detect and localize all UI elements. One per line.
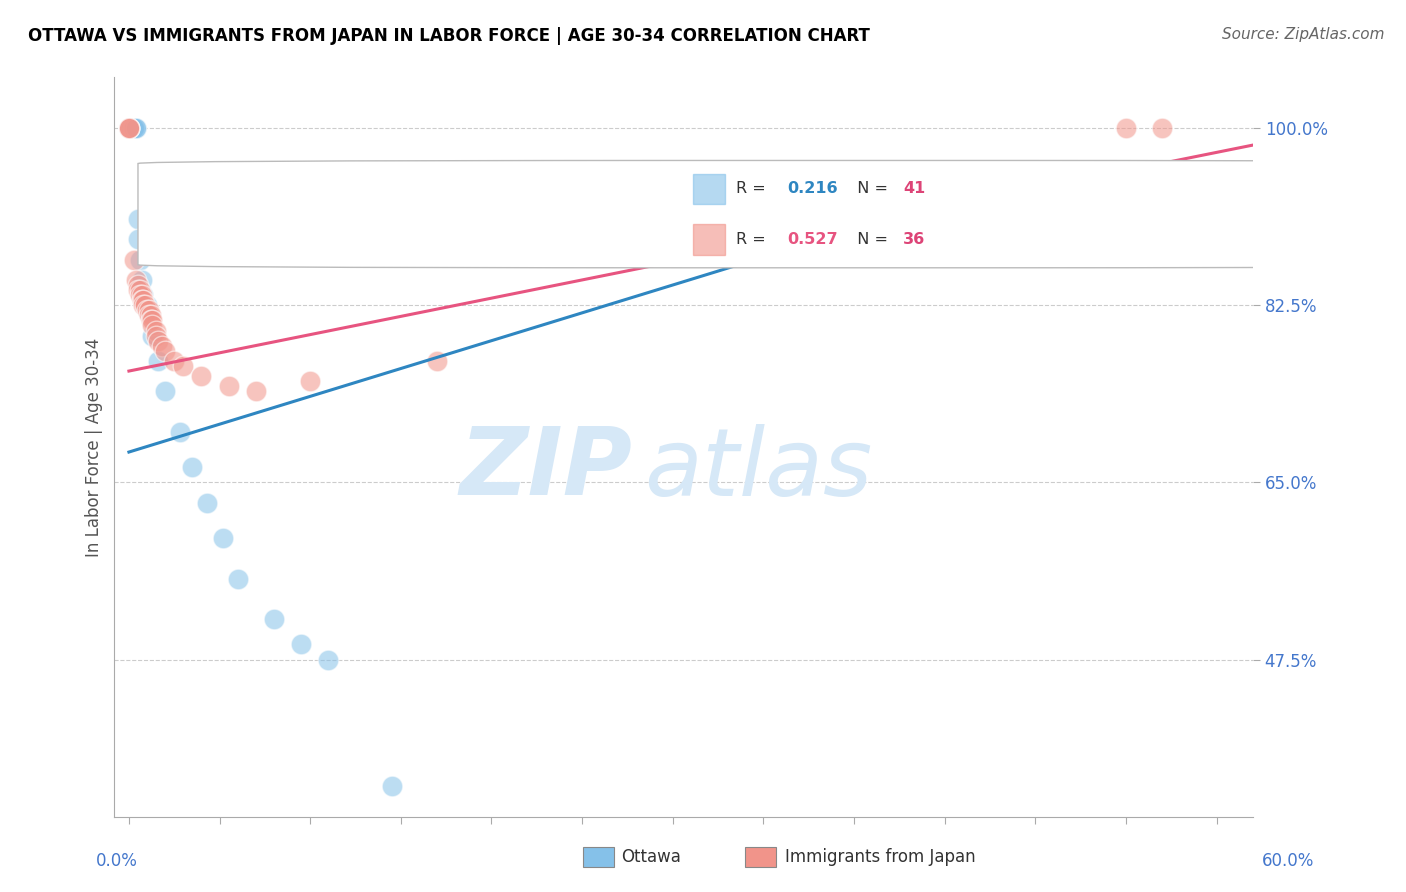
Point bbox=[290, 637, 312, 651]
Point bbox=[124, 121, 146, 136]
Point bbox=[299, 374, 322, 388]
Point bbox=[141, 318, 163, 333]
Point bbox=[245, 384, 267, 399]
Point bbox=[118, 121, 141, 136]
Point bbox=[145, 324, 167, 338]
Text: Source: ZipAtlas.com: Source: ZipAtlas.com bbox=[1222, 27, 1385, 42]
Y-axis label: In Labor Force | Age 30-34: In Labor Force | Age 30-34 bbox=[86, 337, 103, 557]
Point bbox=[146, 334, 169, 348]
Point bbox=[120, 121, 142, 136]
Text: 0.527: 0.527 bbox=[787, 232, 838, 247]
Point bbox=[118, 121, 141, 136]
Point bbox=[121, 121, 143, 136]
Point bbox=[181, 460, 204, 475]
Point bbox=[125, 273, 148, 287]
Point bbox=[124, 252, 146, 267]
Point bbox=[120, 121, 142, 136]
Point bbox=[128, 288, 150, 302]
Point bbox=[150, 339, 173, 353]
Point bbox=[120, 121, 142, 136]
Point bbox=[381, 779, 404, 793]
Point bbox=[118, 121, 141, 136]
Text: OTTAWA VS IMMIGRANTS FROM JAPAN IN LABOR FORCE | AGE 30-34 CORRELATION CHART: OTTAWA VS IMMIGRANTS FROM JAPAN IN LABOR… bbox=[28, 27, 870, 45]
Point bbox=[318, 652, 340, 666]
Point bbox=[118, 121, 141, 136]
Point bbox=[128, 252, 150, 267]
Text: 0.0%: 0.0% bbox=[96, 852, 138, 870]
Point bbox=[125, 121, 148, 136]
Bar bbox=[693, 174, 725, 204]
Point bbox=[426, 354, 449, 368]
Text: atlas: atlas bbox=[644, 424, 872, 515]
Point bbox=[121, 121, 143, 136]
Point bbox=[134, 298, 156, 312]
Point bbox=[141, 313, 163, 327]
Point bbox=[132, 288, 155, 302]
Point bbox=[163, 354, 186, 368]
Point bbox=[145, 328, 167, 343]
Point bbox=[212, 531, 235, 545]
Point bbox=[138, 309, 160, 323]
Point bbox=[127, 278, 149, 293]
Text: Ottawa: Ottawa bbox=[621, 848, 682, 866]
Point bbox=[127, 212, 149, 227]
Point bbox=[118, 121, 141, 136]
Point bbox=[125, 121, 148, 136]
Text: R =: R = bbox=[737, 232, 770, 247]
Point bbox=[118, 121, 141, 136]
Point bbox=[138, 303, 160, 318]
Point bbox=[118, 121, 141, 136]
Text: R =: R = bbox=[737, 181, 770, 196]
Point bbox=[136, 303, 159, 318]
Point bbox=[218, 379, 240, 393]
Point bbox=[146, 354, 169, 368]
Point bbox=[136, 303, 159, 318]
Text: ZIP: ZIP bbox=[460, 423, 633, 516]
Text: 36: 36 bbox=[903, 232, 925, 247]
FancyBboxPatch shape bbox=[138, 161, 1406, 268]
Text: 41: 41 bbox=[903, 181, 925, 196]
Point bbox=[190, 369, 212, 384]
Point bbox=[131, 293, 153, 308]
Point bbox=[153, 384, 176, 399]
Text: 0.216: 0.216 bbox=[787, 181, 838, 196]
Point bbox=[124, 121, 146, 136]
Point bbox=[128, 283, 150, 297]
Point bbox=[118, 121, 141, 136]
Point bbox=[120, 121, 142, 136]
Point bbox=[263, 612, 285, 626]
Text: N =: N = bbox=[846, 181, 893, 196]
Point bbox=[118, 121, 141, 136]
Point bbox=[195, 496, 218, 510]
Point bbox=[136, 298, 159, 312]
Point bbox=[131, 273, 153, 287]
Point bbox=[1115, 121, 1137, 136]
Point bbox=[139, 309, 162, 323]
Point bbox=[118, 121, 141, 136]
Point bbox=[132, 293, 155, 308]
Point bbox=[127, 232, 149, 246]
Point bbox=[1152, 121, 1174, 136]
Point bbox=[118, 121, 141, 136]
Text: N =: N = bbox=[846, 232, 893, 247]
Point bbox=[139, 313, 162, 327]
Point bbox=[153, 343, 176, 358]
Point bbox=[131, 288, 153, 302]
Point bbox=[121, 121, 143, 136]
Bar bbox=[693, 224, 725, 254]
Point bbox=[169, 425, 191, 439]
Point bbox=[226, 572, 249, 586]
Point bbox=[118, 121, 141, 136]
Text: Immigrants from Japan: Immigrants from Japan bbox=[785, 848, 976, 866]
Point bbox=[172, 359, 194, 373]
Point bbox=[118, 121, 141, 136]
Point bbox=[118, 121, 141, 136]
Point bbox=[127, 283, 149, 297]
Point bbox=[141, 328, 163, 343]
Text: 60.0%: 60.0% bbox=[1263, 852, 1315, 870]
Point bbox=[132, 298, 155, 312]
Point bbox=[120, 121, 142, 136]
